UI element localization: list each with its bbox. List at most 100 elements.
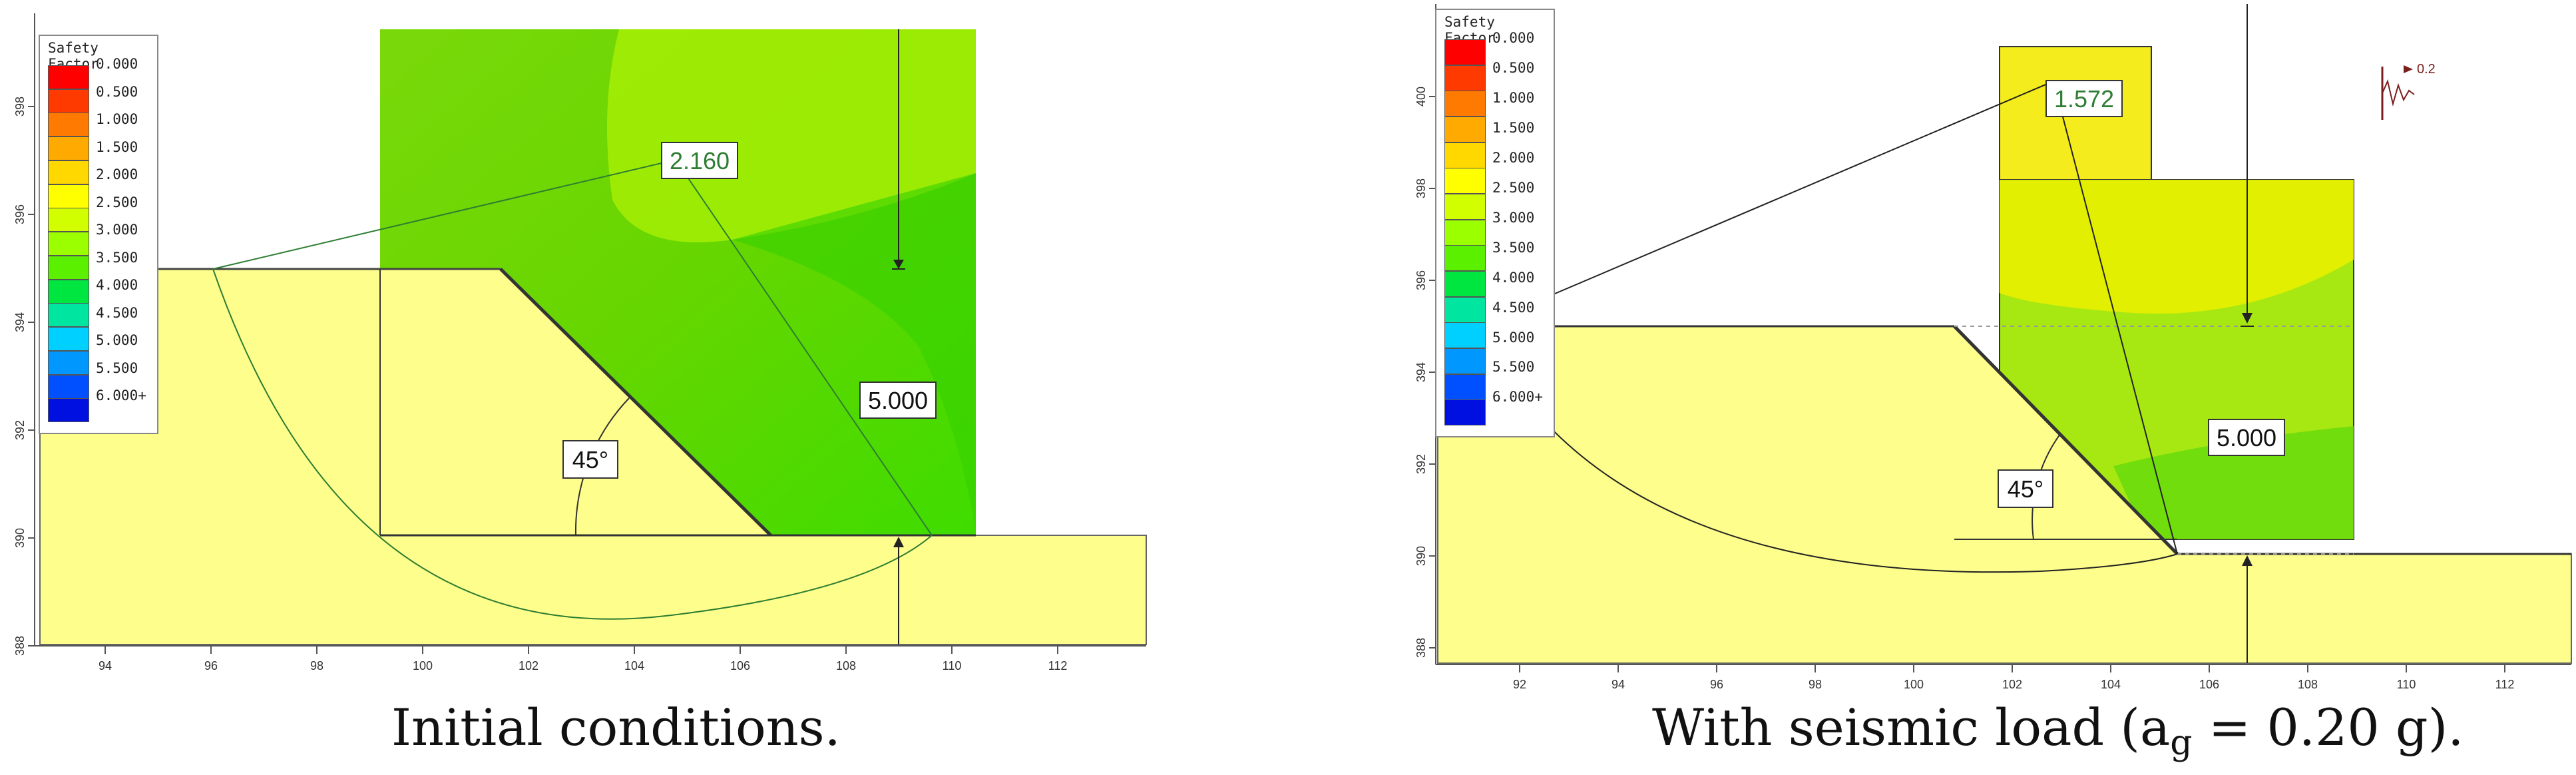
- legend-label: 5.000: [96, 332, 138, 349]
- legend-swatch: [1444, 168, 1486, 194]
- legend-swatch: [1444, 322, 1486, 349]
- legend-swatch: [48, 89, 89, 113]
- legend-label: 4.000: [1492, 269, 1535, 286]
- x-tick-group: 92949698100102104106108110112114: [1513, 664, 2515, 691]
- tick-label: 96: [204, 659, 218, 672]
- legend-label: 1.000: [1492, 89, 1535, 106]
- legend-label: 2.000: [1492, 149, 1535, 166]
- radius-line-right: [675, 159, 933, 536]
- panel-seismic-load: 0.2 1.572 5.000 45° 92 94 96 98 100 102 104 106…: [1288, 0, 2576, 775]
- tick-label: 394: [1414, 362, 1428, 382]
- tick-label: 394: [13, 312, 27, 332]
- slope-diagram-seismic: 0.2 1.572 5.000 45° 92 94 96 98 100 102 104 106…: [1414, 4, 2572, 691]
- legend-swatch: [48, 160, 89, 184]
- legend-swatch: [1444, 296, 1486, 323]
- caption-initial: Initial conditions.: [391, 698, 841, 757]
- tick-label: 112: [2495, 678, 2515, 691]
- tick-label: 98: [310, 659, 323, 672]
- legend-swatch: [48, 113, 89, 137]
- tick-label: 106: [730, 659, 750, 672]
- tick-label: 106: [2199, 678, 2219, 691]
- y-tick-group: 400 398 396 394 392 390 388: [1414, 87, 1436, 658]
- radius-line-left: [212, 159, 676, 270]
- safety-factor-legend: Safety Factor 0.000 0.500 1.000 1.500 2.000 2…: [1435, 9, 1555, 437]
- legend-swatch: [48, 65, 89, 89]
- legend-swatch: [48, 303, 89, 328]
- legend-label: 0.000: [96, 56, 138, 72]
- legend-swatch: [1444, 91, 1486, 117]
- legend-swatch: [1444, 117, 1486, 142]
- radius-line-left: [1478, 81, 2054, 327]
- legend-label: 0.500: [1492, 59, 1535, 76]
- legend-label: 4.500: [96, 304, 138, 321]
- legend-label: 3.000: [1492, 209, 1535, 226]
- legend-swatch: [48, 374, 89, 399]
- tick-label: 400: [1414, 87, 1428, 107]
- tick-label: 396: [1414, 270, 1428, 290]
- tick-label: 110: [2397, 678, 2416, 691]
- tick-label: 392: [13, 420, 27, 440]
- tick-label: 108: [836, 659, 856, 672]
- x-tick-group: 94 96 98 100 102 104 106 108 110 112: [99, 646, 1067, 672]
- load-label: 5.000: [2217, 424, 2276, 451]
- legend-label: 3.000: [96, 222, 138, 238]
- legend-swatch: [48, 350, 89, 375]
- load-label: 5.000: [868, 387, 928, 414]
- legend-label: 5.500: [1492, 359, 1535, 376]
- load-arrow-down: [2242, 313, 2253, 324]
- seismic-load-icon: [2381, 65, 2415, 120]
- legend-label: 4.500: [1492, 299, 1535, 316]
- caption-seismic: With seismic load (ag = 0.20 g).: [1652, 698, 2464, 763]
- contour-higher-sf: [2113, 426, 2354, 539]
- tick-label: 104: [2101, 678, 2121, 691]
- angle-label-box: [562, 440, 618, 479]
- panel-initial-conditions: 2.160 5.000 45° 94 96 98 100 102 104 106 108 110…: [13, 13, 1147, 757]
- legend-label: 5.500: [96, 360, 138, 376]
- legend-swatch: [1444, 374, 1486, 400]
- legend-swatch: [48, 279, 89, 304]
- tick-label: 398: [13, 97, 27, 117]
- legend-label: 4.000: [96, 277, 138, 294]
- legend-swatch: [1444, 399, 1486, 426]
- legend-label: 5.000: [1492, 329, 1535, 346]
- tick-label: 110: [943, 659, 962, 672]
- caption-main: With seismic load (a: [1652, 698, 2171, 757]
- angle-label: 45°: [2008, 475, 2043, 503]
- seismic-coefficient-label: 0.2: [2417, 62, 2436, 77]
- tick-label: 96: [1710, 678, 1723, 691]
- load-label-box: [859, 382, 937, 419]
- tick-label: 100: [413, 659, 433, 672]
- legend-swatch: [1444, 348, 1486, 374]
- load-label-box: [2208, 419, 2285, 456]
- legend-label: 0.500: [96, 83, 138, 100]
- tick-label: 94: [99, 659, 112, 672]
- legend-label: 3.500: [96, 249, 138, 266]
- slope-diagram-initial: 2.160 5.000 45° 94 96 98 100 102 104 106 108 110…: [13, 13, 1147, 672]
- legend-swatch: [1444, 271, 1486, 297]
- legend-label: 2.000: [96, 166, 138, 183]
- tick-label: 392: [1414, 454, 1428, 474]
- safety-factor-label: 2.160: [670, 147, 730, 174]
- tick-label: 94: [1611, 678, 1625, 691]
- slip-circle: [212, 268, 933, 620]
- tick-label: 396: [13, 204, 27, 224]
- tick-label: 92: [1513, 678, 1526, 691]
- tick-label: 388: [13, 636, 27, 656]
- legend-label: 6.000+: [1492, 389, 1543, 405]
- tick-label: 390: [13, 528, 27, 548]
- legend-swatch: [48, 184, 89, 208]
- legend-label: 3.500: [1492, 239, 1535, 256]
- tick-label: 102: [2002, 678, 2022, 691]
- legend-swatch: [48, 327, 89, 352]
- legend-label: 0.000: [1492, 30, 1535, 46]
- load-arrow-up: [2242, 555, 2253, 566]
- sf-label-box: [661, 142, 738, 179]
- tick-label: 108: [2298, 678, 2318, 691]
- legend-swatch: [1444, 219, 1486, 246]
- legend-swatch: [48, 208, 89, 232]
- legend-swatch: [1444, 65, 1486, 91]
- legend-label: 6.000+: [96, 388, 146, 404]
- tick-label: 112: [1048, 659, 1068, 672]
- legend-label: 2.500: [1492, 179, 1535, 196]
- legend-swatch: [1444, 39, 1486, 65]
